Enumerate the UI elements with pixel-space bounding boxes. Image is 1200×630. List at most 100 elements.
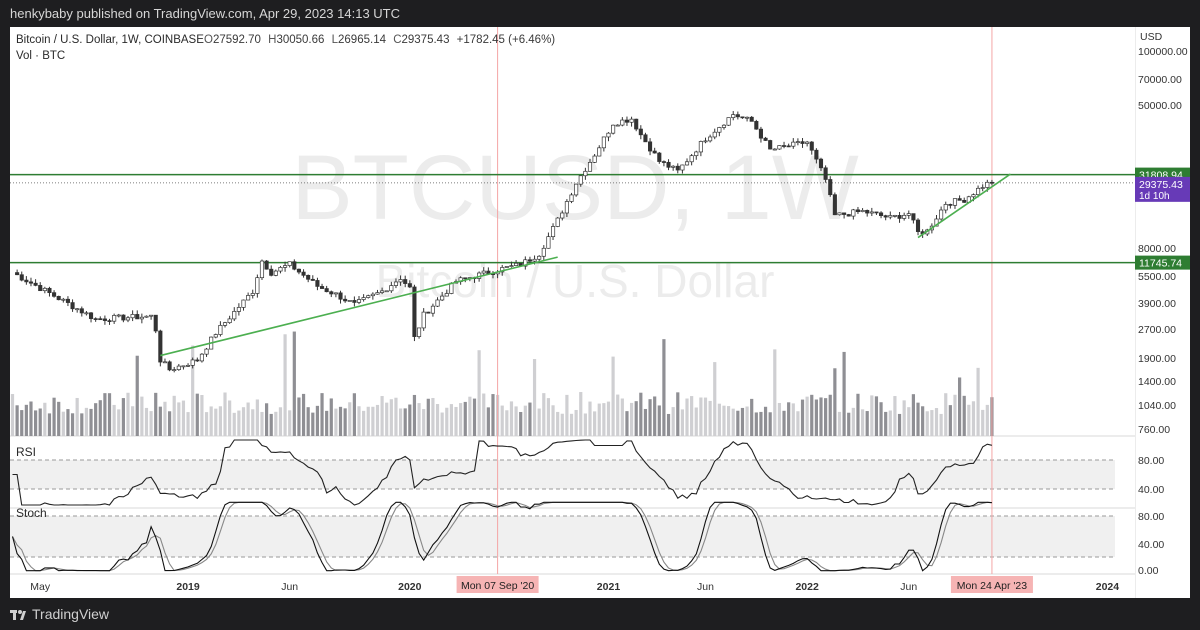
candle-body <box>883 215 888 218</box>
volume-bar <box>953 394 957 436</box>
volume-bar <box>791 403 795 436</box>
volume-bar <box>107 393 112 436</box>
volume-bar <box>634 401 638 436</box>
candle-body <box>130 314 135 319</box>
chart-area[interactable]: BTCUSD, 1W Bitcoin / U.S. Dollar May 2019… <box>10 27 1135 598</box>
volume-bar <box>135 355 139 436</box>
candle-body <box>287 261 292 266</box>
volume-bar <box>265 403 269 436</box>
volume-bar <box>727 406 731 436</box>
time-tick-label: 2021 <box>597 581 621 593</box>
volume-bar <box>574 409 578 436</box>
volume-bar <box>403 408 407 436</box>
candle-body <box>283 265 288 268</box>
candle-body <box>740 116 745 119</box>
candle-body <box>65 298 70 303</box>
candle-body <box>361 297 366 300</box>
candle-body <box>634 118 639 130</box>
volume-bar <box>911 394 915 436</box>
candle-body <box>112 315 117 322</box>
volume-bar <box>514 406 518 436</box>
volume-bar <box>292 331 296 436</box>
time-tick-label: Jun <box>281 581 298 593</box>
volume-bar <box>519 411 523 436</box>
candle-body <box>703 140 708 143</box>
candle-body <box>550 226 556 238</box>
volume-bar <box>800 399 805 436</box>
candle-body <box>24 279 29 283</box>
time-tick-label: 2022 <box>795 581 819 593</box>
volume-bar <box>472 398 477 436</box>
volume-bar <box>297 397 301 436</box>
volume-bar <box>805 396 809 436</box>
volume-bar <box>329 398 333 436</box>
candle-body <box>181 365 186 368</box>
marker-badge-1 <box>456 576 539 593</box>
candle-body <box>236 307 241 312</box>
candle-body <box>125 317 131 321</box>
volume-bar <box>777 402 782 436</box>
candle-body <box>158 330 163 363</box>
price-axis[interactable]: USD 100000.0070000.0050000.0016000.00800… <box>1134 27 1190 598</box>
level-badge-label-2: 11745.74 <box>1139 258 1182 270</box>
candle-body <box>874 211 879 214</box>
volume-bar <box>897 413 902 436</box>
candle-body <box>52 292 57 297</box>
candle-body <box>902 214 907 219</box>
candle-body <box>680 164 685 171</box>
volume-bar <box>971 401 976 436</box>
candle-body <box>356 299 362 303</box>
candle-body <box>403 279 408 284</box>
time-tick-label: Jun <box>697 581 714 593</box>
candle-body <box>888 215 893 218</box>
trendlines[interactable] <box>160 173 1011 357</box>
volume-bar <box>52 397 56 436</box>
candle-body <box>527 259 532 262</box>
trendline-1[interactable] <box>160 256 558 357</box>
candle-body <box>79 308 84 314</box>
tradingview-logo-icon <box>10 610 26 620</box>
volume-bar <box>773 349 777 436</box>
volume-bar <box>509 401 514 436</box>
rsi-tick-label: 40.00 <box>1138 484 1164 496</box>
candle-body <box>28 281 34 284</box>
trendline-2[interactable] <box>917 173 1011 239</box>
candle-body <box>75 308 80 311</box>
volume-bar <box>278 407 283 436</box>
chart-svg[interactable]: BTCUSD, 1W Bitcoin / U.S. Dollar May 2019… <box>10 27 1135 598</box>
candle-body <box>869 211 874 214</box>
candle-body <box>643 134 648 143</box>
time-tick-label: 2020 <box>398 581 422 593</box>
candle-body <box>250 293 255 296</box>
price-axis-area[interactable]: USD 100000.0070000.0050000.0016000.00800… <box>1134 27 1190 598</box>
volume-bar <box>962 395 966 436</box>
candle-body <box>587 162 593 172</box>
candle-body <box>754 121 759 130</box>
candle-body <box>246 295 251 301</box>
volume-bar <box>976 367 980 436</box>
candle-body <box>583 170 588 177</box>
volume-bar <box>593 411 597 436</box>
volume-bar <box>629 402 634 436</box>
volume-bar <box>676 392 680 436</box>
volume-bar <box>398 408 403 436</box>
volume-bar <box>315 405 320 436</box>
candle-body <box>694 151 699 157</box>
candle-body <box>88 312 94 319</box>
volume-bar <box>870 395 874 436</box>
candle-body <box>19 274 24 281</box>
candle-body <box>398 279 403 283</box>
volume-bar <box>888 410 892 436</box>
volume-bar <box>454 406 458 436</box>
volume-bar <box>34 410 38 436</box>
candle-body <box>324 288 329 293</box>
candle-body <box>523 259 528 267</box>
price-tick-label: 1040.00 <box>1138 400 1176 412</box>
candle-body <box>971 194 976 198</box>
volume-bar <box>131 406 135 436</box>
candle-body <box>255 277 260 294</box>
candle-body <box>407 283 412 288</box>
stoch-tick-label: 40.00 <box>1138 539 1164 551</box>
volume-bar <box>944 393 948 436</box>
legend-volume: Vol · BTC <box>16 50 65 62</box>
